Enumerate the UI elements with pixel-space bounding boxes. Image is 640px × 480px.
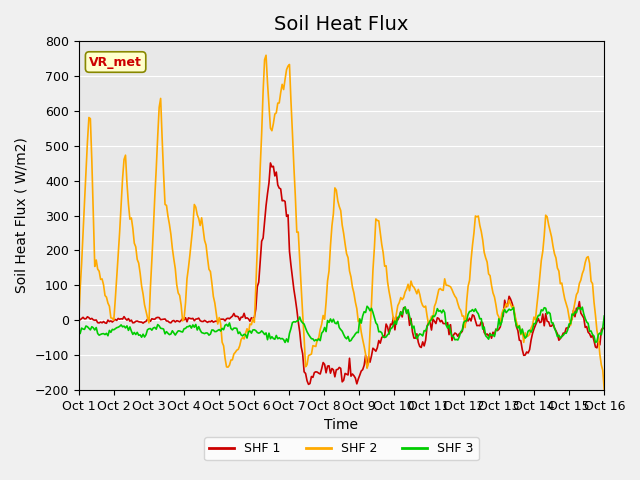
SHF 2	[140, 291, 147, 297]
SHF 1	[308, 373, 316, 379]
SHF 2	[258, 131, 266, 136]
SHF 2	[306, 352, 314, 358]
SHF 2	[573, 292, 580, 298]
SHF 2	[600, 387, 608, 393]
Legend: SHF 1, SHF 2, SHF 3: SHF 1, SHF 2, SHF 3	[204, 437, 479, 460]
Line: SHF 2: SHF 2	[79, 55, 604, 390]
Line: SHF 3: SHF 3	[79, 306, 604, 343]
SHF 3	[573, 310, 580, 316]
Y-axis label: Soil Heat Flux ( W/m2): Soil Heat Flux ( W/m2)	[15, 138, 29, 293]
SHF 3	[232, 325, 239, 331]
SHF 1	[600, 326, 608, 332]
SHF 3	[305, 332, 312, 337]
SHF 3	[364, 303, 371, 309]
SHF 3	[591, 340, 599, 346]
Title: Soil Heat Flux: Soil Heat Flux	[275, 15, 408, 34]
SHF 1	[140, 320, 147, 326]
SHF 3	[258, 328, 266, 334]
SHF 1	[267, 160, 275, 166]
SHF 1	[258, 238, 266, 244]
X-axis label: Time: Time	[324, 418, 358, 432]
SHF 1	[249, 316, 257, 322]
SHF 1	[305, 382, 312, 387]
SHF 2	[262, 52, 270, 58]
SHF 1	[232, 313, 239, 319]
SHF 3	[75, 330, 83, 336]
SHF 3	[249, 327, 257, 333]
SHF 3	[600, 313, 608, 319]
SHF 2	[232, 349, 239, 355]
Line: SHF 1: SHF 1	[79, 163, 604, 384]
Text: VR_met: VR_met	[89, 56, 142, 69]
SHF 2	[249, 316, 257, 322]
SHF 3	[140, 331, 147, 337]
SHF 1	[574, 306, 582, 312]
SHF 2	[75, 319, 83, 324]
SHF 1	[75, 317, 83, 323]
